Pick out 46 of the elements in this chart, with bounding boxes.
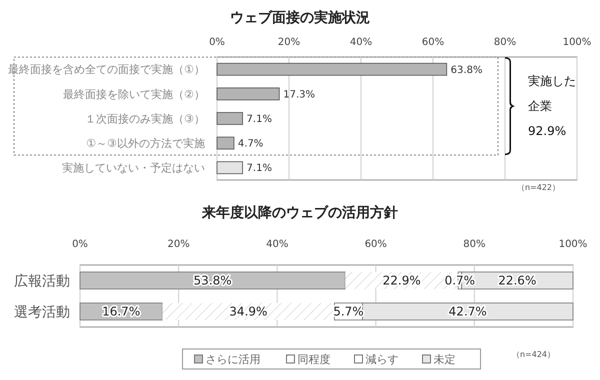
text: （n=422） <box>516 183 560 192</box>
y-tick-label: 選考活動 <box>14 304 70 320</box>
x-tick-label: 0% <box>209 37 225 48</box>
chart-title: 来年度以降のウェブの活用方針 <box>201 204 398 221</box>
data-label: 17.3% <box>283 89 316 100</box>
data-label: 34.9% <box>229 304 268 319</box>
bar <box>216 112 243 125</box>
legend-label: 未定 <box>434 352 456 366</box>
bar <box>216 136 234 150</box>
bar <box>216 161 243 174</box>
text: （n=424） <box>512 350 555 359</box>
bar <box>80 272 346 290</box>
x-tick-label: 0% <box>72 239 88 250</box>
x-tick-label: 20% <box>278 37 300 48</box>
data-label: 16.7% <box>102 304 140 319</box>
data-label: 4.7% <box>238 138 264 150</box>
bar <box>216 62 448 76</box>
x-tick-label: 80% <box>494 37 516 48</box>
x-tick-label: 100% <box>558 239 588 250</box>
x-tick-label: 80% <box>463 239 486 250</box>
data-label: 22.6% <box>498 274 536 288</box>
legend-label: 減らす <box>366 352 398 366</box>
y-tick-label: 実施していない・予定はない <box>62 162 205 175</box>
x-tick-label: 20% <box>167 239 190 250</box>
chart-title: ウェブ面接の実施状況 <box>230 9 370 26</box>
data-label: 7.1% <box>246 163 272 174</box>
x-tick-label: 40% <box>350 37 372 48</box>
y-tick-label: 広報活動 <box>14 273 70 290</box>
x-tick-label: 100% <box>562 37 592 48</box>
data-label: 42.7% <box>448 304 487 319</box>
y-tick-label: ①～③以外の方法で実施 <box>86 136 205 150</box>
data-label: 53.8% <box>194 274 232 288</box>
data-label: 22.9% <box>382 274 421 288</box>
y-tick-label: 最終面接を含め全ての面接で実施（①） <box>8 63 205 76</box>
data-label: 63.8% <box>450 64 482 76</box>
x-tick-label: 60% <box>422 37 444 48</box>
legend-label: さらに活用 <box>206 352 260 366</box>
y-tick-label: １次面接のみ実施（③） <box>85 112 205 126</box>
legend-label: 同程度 <box>298 352 330 366</box>
x-tick-label: 60% <box>364 239 387 250</box>
data-label: 7.1% <box>246 114 272 125</box>
bar <box>216 88 280 100</box>
x-tick-label: 40% <box>266 239 288 250</box>
annotation: 92.9% <box>528 124 566 138</box>
y-tick-label: 最終面接を除いて実施（②） <box>63 88 205 101</box>
annotation: 実施した企業 <box>528 74 576 113</box>
